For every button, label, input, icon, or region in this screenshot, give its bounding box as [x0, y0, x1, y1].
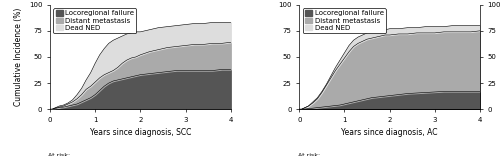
Text: At risk:: At risk:: [48, 153, 70, 156]
Text: At risk:: At risk:: [298, 153, 320, 156]
Legend: Locoregional failure, Distant metastasis, Dead NED: Locoregional failure, Distant metastasis…: [54, 8, 136, 33]
X-axis label: Years since diagnosis, SCC: Years since diagnosis, SCC: [90, 128, 191, 137]
Y-axis label: Cumulative Incidence (%): Cumulative Incidence (%): [14, 8, 24, 106]
X-axis label: Years since diagnosis, AC: Years since diagnosis, AC: [342, 128, 438, 137]
Legend: Locoregional failure, Distant metastasis, Dead NED: Locoregional failure, Distant metastasis…: [303, 8, 386, 33]
